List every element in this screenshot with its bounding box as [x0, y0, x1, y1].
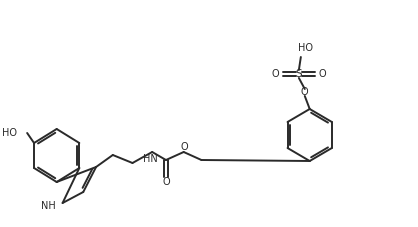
Text: O: O [181, 142, 189, 152]
Text: NH: NH [41, 201, 56, 211]
Text: O: O [162, 177, 170, 187]
Text: HO: HO [298, 43, 313, 53]
Text: O: O [301, 87, 308, 97]
Text: HO: HO [3, 128, 17, 138]
Text: O: O [319, 69, 326, 79]
Text: O: O [271, 69, 279, 79]
Text: HN: HN [143, 154, 158, 164]
Text: S: S [296, 69, 302, 79]
